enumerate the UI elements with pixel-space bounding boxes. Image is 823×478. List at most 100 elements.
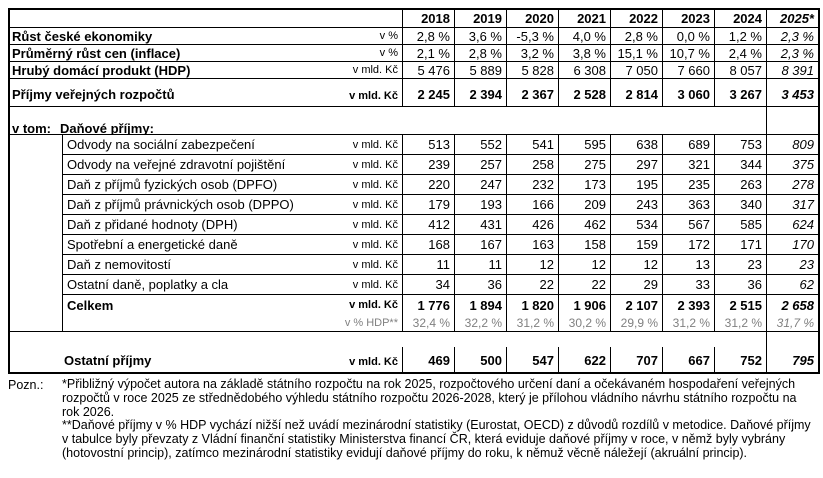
value-cell: 166: [506, 195, 558, 215]
row-label-gdp: Hrubý domácí produkt (HDP) v mld. Kč: [10, 62, 402, 79]
row-unit: v mld. Kč: [349, 90, 398, 102]
value-cell: 809: [766, 135, 818, 155]
tax-section-title: Daňové příjmy:: [60, 122, 154, 135]
row-title: Spotřební a energetické daně: [67, 237, 238, 252]
value-cell: 239: [402, 155, 454, 175]
value-cell: 317: [766, 195, 818, 215]
value-cell: 1 894: [454, 295, 506, 315]
value-cell: 426: [506, 215, 558, 235]
value-cell: 2,3 %: [766, 28, 818, 45]
value-cell: 622: [558, 347, 610, 372]
value-cell: 1 820: [506, 295, 558, 315]
indent-cell: [10, 315, 62, 332]
value-cell: 173: [558, 175, 610, 195]
row-unit: v mld. Kč: [352, 138, 398, 151]
row-unit: v mld. Kč: [352, 64, 398, 76]
value-cell: 31,7 %: [766, 315, 818, 332]
row-title: Růst české ekonomiky: [12, 28, 153, 44]
value-cell: 2,4 %: [714, 45, 766, 62]
value-cell: 297: [610, 155, 662, 175]
footnote-text: *Přibližný výpočet autora na základě stá…: [62, 377, 816, 461]
footnote-label: Pozn.:: [8, 378, 44, 392]
value-cell: 707: [610, 347, 662, 372]
value-cell: 12: [558, 255, 610, 275]
year-header-2020: 2020: [506, 10, 558, 28]
value-cell: 195: [610, 175, 662, 195]
value-cell: 22: [558, 275, 610, 295]
value-cell: 5 828: [506, 62, 558, 79]
value-cell: 33: [662, 275, 714, 295]
indent-cell: [10, 255, 62, 275]
value-cell: 168: [402, 235, 454, 255]
indent-cell: [10, 275, 62, 295]
row-title: Celkem: [67, 297, 114, 313]
value-cell: 179: [402, 195, 454, 215]
value-cell: 3,6 %: [454, 28, 506, 45]
value-cell: 340: [714, 195, 766, 215]
row-label-total: Celkem v mld. Kč: [62, 295, 402, 315]
value-cell: 2,3 %: [766, 45, 818, 62]
value-cell: 469: [402, 347, 454, 372]
value-cell: 6 308: [558, 62, 610, 79]
value-cell: 689: [662, 135, 714, 155]
value-cell: 278: [766, 175, 818, 195]
value-cell: 5 476: [402, 62, 454, 79]
value-cell: 2 393: [662, 295, 714, 315]
value-cell: 567: [662, 215, 714, 235]
value-cell: 431: [454, 215, 506, 235]
indent-cell: [10, 235, 62, 255]
value-cell: 275: [558, 155, 610, 175]
row-unit: v mld. Kč: [352, 198, 398, 211]
value-cell: 23: [714, 255, 766, 275]
value-cell: 0,0 %: [662, 28, 714, 45]
corner-header-cell: [10, 10, 402, 28]
row-title: Průměrný růst cen (inflace): [12, 45, 181, 61]
value-cell: 22: [506, 275, 558, 295]
value-cell: 2,8 %: [454, 45, 506, 62]
row-label-personal-income-tax: Daň z příjmů fyzických osob (DPFO) v mld…: [62, 175, 402, 195]
value-cell: 2,1 %: [402, 45, 454, 62]
row-title: Odvody na sociální zabezpečení: [67, 137, 255, 152]
value-cell: 172: [662, 235, 714, 255]
value-cell: 31,2 %: [662, 315, 714, 332]
spacer-cell: [766, 122, 818, 135]
spacer-cell: [766, 332, 818, 347]
value-cell: 263: [714, 175, 766, 195]
row-unit: v mld. Kč: [352, 178, 398, 191]
value-cell: 3 453: [766, 79, 818, 107]
row-label-property-tax: Daň z nemovitostí v mld. Kč: [62, 255, 402, 275]
value-cell: 375: [766, 155, 818, 175]
row-label-health-insurance: Odvody na veřejné zdravotní pojištění v …: [62, 155, 402, 175]
row-label-excise-energy-taxes: Spotřební a energetické daně v mld. Kč: [62, 235, 402, 255]
row-title: Příjmy veřejných rozpočtů: [12, 87, 175, 102]
row-unit: v %: [379, 47, 398, 59]
row-unit: v mld. Kč: [352, 258, 398, 271]
value-cell: 158: [558, 235, 610, 255]
value-cell: 624: [766, 215, 818, 235]
value-cell: 23: [766, 255, 818, 275]
value-cell: 585: [714, 215, 766, 235]
row-title: Hrubý domácí produkt (HDP): [12, 62, 191, 78]
value-cell: 363: [662, 195, 714, 215]
row-label-gdp-growth: Růst české ekonomiky v %: [10, 28, 402, 45]
row-label-other-taxes-fees: Ostatní daně, poplatky a cla v mld. Kč: [62, 275, 402, 295]
indent-cell: [10, 215, 62, 235]
spacer-cell: [766, 107, 818, 122]
row-title: Ostatní příjmy: [64, 353, 152, 368]
footnote-note-2: **Daňové příjmy v % HDP vychází nižší ne…: [62, 418, 811, 460]
row-label-corporate-income-tax: Daň z příjmů právnických osob (DPPO) v m…: [62, 195, 402, 215]
row-unit: v mld. Kč: [352, 158, 398, 171]
value-cell: 5 889: [454, 62, 506, 79]
row-unit: v % HDP**: [344, 317, 398, 329]
row-title: Daň z nemovitostí: [67, 257, 172, 272]
value-cell: 36: [454, 275, 506, 295]
value-cell: 547: [506, 347, 558, 372]
value-cell: 321: [662, 155, 714, 175]
year-header-2023: 2023: [662, 10, 714, 28]
row-unit: v mld. Kč: [352, 238, 398, 251]
value-cell: 32,4 %: [402, 315, 454, 332]
row-unit: v mld. Kč: [349, 299, 398, 311]
value-cell: 10,7 %: [662, 45, 714, 62]
value-cell: 3,2 %: [506, 45, 558, 62]
value-cell: 258: [506, 155, 558, 175]
